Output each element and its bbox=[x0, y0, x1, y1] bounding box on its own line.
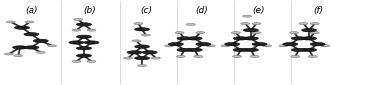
Circle shape bbox=[321, 45, 330, 47]
Circle shape bbox=[84, 41, 99, 44]
Circle shape bbox=[194, 56, 203, 57]
Circle shape bbox=[27, 46, 36, 48]
Circle shape bbox=[243, 37, 259, 40]
Circle shape bbox=[135, 56, 150, 60]
Circle shape bbox=[310, 42, 325, 46]
Circle shape bbox=[252, 32, 261, 34]
Circle shape bbox=[24, 46, 39, 49]
Circle shape bbox=[302, 37, 317, 40]
Circle shape bbox=[12, 46, 28, 49]
Circle shape bbox=[176, 56, 185, 57]
Circle shape bbox=[141, 34, 150, 36]
Circle shape bbox=[134, 23, 143, 25]
Circle shape bbox=[76, 35, 91, 38]
Circle shape bbox=[243, 48, 259, 52]
Circle shape bbox=[252, 23, 261, 25]
Text: (c): (c) bbox=[140, 6, 152, 15]
Circle shape bbox=[72, 60, 81, 62]
Circle shape bbox=[177, 48, 192, 52]
Circle shape bbox=[206, 45, 215, 47]
Circle shape bbox=[302, 48, 317, 52]
Circle shape bbox=[221, 45, 230, 47]
Circle shape bbox=[263, 45, 271, 47]
Circle shape bbox=[168, 42, 183, 46]
Circle shape bbox=[33, 39, 48, 42]
Circle shape bbox=[291, 37, 307, 40]
Circle shape bbox=[135, 28, 150, 31]
Circle shape bbox=[290, 32, 299, 34]
Circle shape bbox=[283, 42, 298, 46]
Circle shape bbox=[5, 53, 13, 55]
Circle shape bbox=[243, 29, 259, 32]
Circle shape bbox=[76, 47, 91, 50]
Circle shape bbox=[186, 23, 195, 25]
Circle shape bbox=[164, 45, 174, 47]
Circle shape bbox=[232, 56, 242, 57]
Circle shape bbox=[135, 45, 150, 48]
Circle shape bbox=[76, 54, 91, 57]
Circle shape bbox=[138, 65, 147, 66]
Circle shape bbox=[6, 21, 15, 23]
Circle shape bbox=[225, 42, 240, 46]
Circle shape bbox=[291, 56, 300, 57]
Circle shape bbox=[196, 42, 211, 46]
Text: (b): (b) bbox=[83, 6, 96, 15]
Circle shape bbox=[241, 23, 250, 25]
Circle shape bbox=[175, 32, 184, 34]
Circle shape bbox=[187, 37, 202, 40]
Text: (d): (d) bbox=[196, 6, 209, 15]
Circle shape bbox=[291, 48, 307, 52]
Circle shape bbox=[24, 33, 39, 36]
Circle shape bbox=[14, 26, 29, 29]
Circle shape bbox=[142, 51, 157, 54]
Circle shape bbox=[152, 57, 161, 59]
Circle shape bbox=[243, 15, 252, 17]
Circle shape bbox=[74, 19, 83, 20]
Circle shape bbox=[233, 48, 248, 52]
Circle shape bbox=[310, 32, 319, 34]
Text: (f): (f) bbox=[313, 6, 324, 15]
Circle shape bbox=[233, 37, 248, 40]
Circle shape bbox=[36, 51, 45, 53]
Circle shape bbox=[48, 45, 57, 47]
Circle shape bbox=[279, 45, 288, 47]
Circle shape bbox=[25, 21, 34, 23]
Circle shape bbox=[310, 23, 319, 25]
Text: (a): (a) bbox=[25, 6, 38, 15]
Circle shape bbox=[72, 29, 81, 31]
Circle shape bbox=[299, 23, 308, 25]
Circle shape bbox=[127, 51, 142, 54]
Circle shape bbox=[250, 56, 259, 57]
Circle shape bbox=[231, 32, 240, 34]
Circle shape bbox=[177, 37, 192, 40]
Circle shape bbox=[196, 32, 205, 34]
Circle shape bbox=[14, 55, 23, 57]
Circle shape bbox=[308, 56, 317, 57]
Circle shape bbox=[187, 48, 202, 52]
Circle shape bbox=[252, 42, 267, 46]
Circle shape bbox=[69, 41, 84, 44]
Circle shape bbox=[124, 57, 133, 59]
Circle shape bbox=[132, 40, 141, 42]
Circle shape bbox=[302, 29, 317, 32]
Circle shape bbox=[87, 60, 96, 62]
Circle shape bbox=[87, 29, 96, 31]
Text: (e): (e) bbox=[252, 6, 265, 15]
Circle shape bbox=[76, 23, 91, 26]
